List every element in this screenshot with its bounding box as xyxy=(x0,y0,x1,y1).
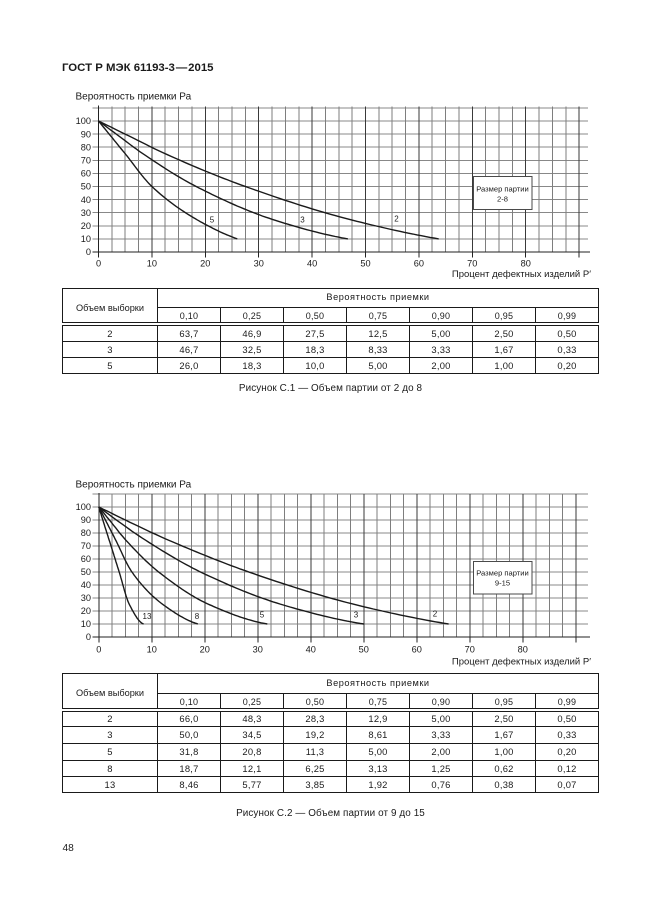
svg-text:100: 100 xyxy=(76,502,91,512)
svg-text:10: 10 xyxy=(81,234,91,244)
svg-text:0: 0 xyxy=(86,632,91,642)
svg-text:50: 50 xyxy=(81,182,91,192)
svg-text:Процент дефектных изделий Р′: Процент дефектных изделий Р′ xyxy=(452,657,591,668)
svg-text:30: 30 xyxy=(254,259,264,269)
svg-text:Вероятность приемки Ра: Вероятность приемки Ра xyxy=(76,480,192,491)
svg-text:50: 50 xyxy=(81,567,91,577)
svg-text:5: 5 xyxy=(210,215,215,224)
svg-text:30: 30 xyxy=(81,208,91,218)
svg-text:20: 20 xyxy=(200,645,210,655)
svg-text:5: 5 xyxy=(260,611,265,620)
svg-text:10: 10 xyxy=(147,259,157,269)
svg-text:80: 80 xyxy=(518,645,528,655)
svg-text:70: 70 xyxy=(467,259,477,269)
svg-text:0: 0 xyxy=(86,247,91,257)
svg-text:8: 8 xyxy=(195,612,200,621)
svg-text:70: 70 xyxy=(465,645,475,655)
svg-text:90: 90 xyxy=(81,129,91,139)
svg-text:50: 50 xyxy=(359,645,369,655)
svg-text:20: 20 xyxy=(200,259,210,269)
svg-text:80: 80 xyxy=(81,142,91,152)
svg-text:70: 70 xyxy=(81,156,91,166)
svg-text:0: 0 xyxy=(96,259,101,269)
svg-text:Вероятность приемки Ра: Вероятность приемки Ра xyxy=(76,92,192,103)
svg-text:30: 30 xyxy=(253,645,263,655)
svg-text:100: 100 xyxy=(76,116,91,126)
svg-text:30: 30 xyxy=(81,593,91,603)
svg-text:Размер партии: Размер партии xyxy=(476,184,529,193)
svg-text:20: 20 xyxy=(81,221,91,231)
svg-text:3: 3 xyxy=(300,215,305,224)
svg-text:3: 3 xyxy=(354,611,359,620)
svg-text:20: 20 xyxy=(81,606,91,616)
svg-text:70: 70 xyxy=(81,541,91,551)
svg-text:Процент дефектных изделий Р′: Процент дефектных изделий Р′ xyxy=(452,269,591,280)
svg-text:2: 2 xyxy=(433,610,438,619)
svg-text:0: 0 xyxy=(96,645,101,655)
svg-text:60: 60 xyxy=(81,169,91,179)
svg-text:9-15: 9-15 xyxy=(495,578,510,587)
svg-text:40: 40 xyxy=(307,259,317,269)
svg-text:50: 50 xyxy=(360,259,370,269)
svg-text:90: 90 xyxy=(81,515,91,525)
svg-text:10: 10 xyxy=(81,619,91,629)
svg-text:Размер партии: Размер партии xyxy=(476,568,529,577)
svg-text:60: 60 xyxy=(414,259,424,269)
svg-text:80: 80 xyxy=(521,259,531,269)
svg-text:60: 60 xyxy=(81,554,91,564)
svg-text:40: 40 xyxy=(306,645,316,655)
svg-text:80: 80 xyxy=(81,528,91,538)
svg-text:60: 60 xyxy=(412,645,422,655)
svg-text:40: 40 xyxy=(81,580,91,590)
svg-text:2: 2 xyxy=(394,215,399,224)
svg-text:40: 40 xyxy=(81,195,91,205)
svg-text:13: 13 xyxy=(143,612,152,621)
svg-text:2-8: 2-8 xyxy=(497,194,508,203)
svg-text:10: 10 xyxy=(147,645,157,655)
